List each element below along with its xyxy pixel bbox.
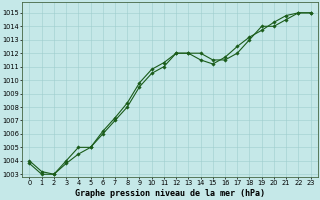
X-axis label: Graphe pression niveau de la mer (hPa): Graphe pression niveau de la mer (hPa) xyxy=(75,189,265,198)
